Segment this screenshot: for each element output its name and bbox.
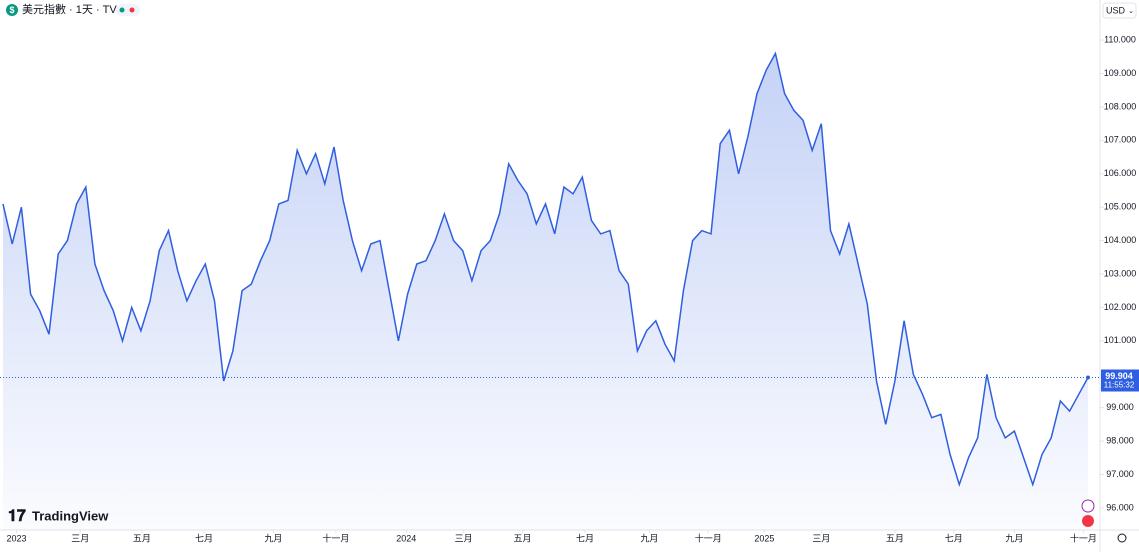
status-dot — [129, 7, 135, 13]
settings-icon[interactable] — [1117, 533, 1127, 543]
x-tick-label: 2024 — [396, 533, 416, 543]
x-tick-label: 九月 — [640, 533, 658, 543]
status-pill[interactable] — [116, 4, 140, 16]
y-tick-label: 105.000 — [1104, 202, 1137, 212]
brand-mark: 𝟏𝟕 — [8, 508, 26, 525]
x-tick-label: 十一月 — [695, 532, 722, 543]
y-tick-label: 102.000 — [1104, 302, 1137, 312]
countdown: 11:55:32 — [1104, 381, 1135, 390]
x-tick-label: 2023 — [7, 533, 27, 543]
currency-button[interactable] — [1102, 2, 1137, 19]
x-tick-label: 三月 — [455, 533, 473, 543]
y-tick-label: 106.000 — [1104, 168, 1137, 178]
y-tick-label: 98.000 — [1106, 436, 1134, 446]
x-tick-label: 七月 — [195, 533, 213, 543]
last-point — [1086, 375, 1090, 380]
brand: TradingView — [32, 508, 109, 523]
x-tick-label: 九月 — [1005, 533, 1023, 543]
y-tick-label: 99.000 — [1106, 402, 1134, 412]
x-tick-label: 七月 — [945, 533, 963, 543]
last-price-label: 99.904 — [1105, 371, 1133, 381]
event-icon[interactable] — [1081, 499, 1095, 513]
y-tick-label: 97.000 — [1106, 469, 1134, 479]
y-tick-label: 109.000 — [1104, 68, 1137, 78]
symbol-icon — [6, 4, 18, 16]
y-tick-label: 108.000 — [1104, 101, 1137, 111]
price-label-box — [1101, 369, 1139, 392]
event-icon[interactable] — [1082, 515, 1094, 527]
y-tick-label: 101.000 — [1104, 335, 1137, 345]
dropdown-arrow: ⌄ — [1128, 8, 1134, 15]
chart-title: 美元指數 · 1天 · TVC — [22, 2, 125, 16]
symbol-icon-glyph: $ — [9, 5, 14, 15]
x-tick-label: 三月 — [71, 533, 89, 543]
x-tick-label: 十一月 — [322, 532, 349, 543]
y-tick-label: 104.000 — [1104, 235, 1137, 245]
y-tick-label: 110.000 — [1104, 34, 1136, 44]
x-tick-label: 五月 — [886, 533, 904, 543]
x-tick-label: 五月 — [514, 533, 532, 543]
x-tick-label: 十一月 — [1070, 532, 1097, 543]
status-dot — [119, 7, 125, 13]
y-tick-label: 96.000 — [1106, 502, 1134, 512]
x-tick-label: 七月 — [576, 533, 594, 543]
area-fill — [3, 53, 1088, 530]
x-tick-label: 三月 — [812, 533, 830, 543]
x-tick-label: 五月 — [133, 533, 151, 543]
price-line — [2, 51, 1089, 488]
currency: USD — [1106, 5, 1126, 15]
y-tick-label: 103.000 — [1104, 268, 1137, 278]
x-tick-label: 九月 — [264, 533, 282, 543]
x-tick-label: 2025 — [754, 533, 774, 543]
y-tick-label: 107.000 — [1104, 135, 1137, 145]
